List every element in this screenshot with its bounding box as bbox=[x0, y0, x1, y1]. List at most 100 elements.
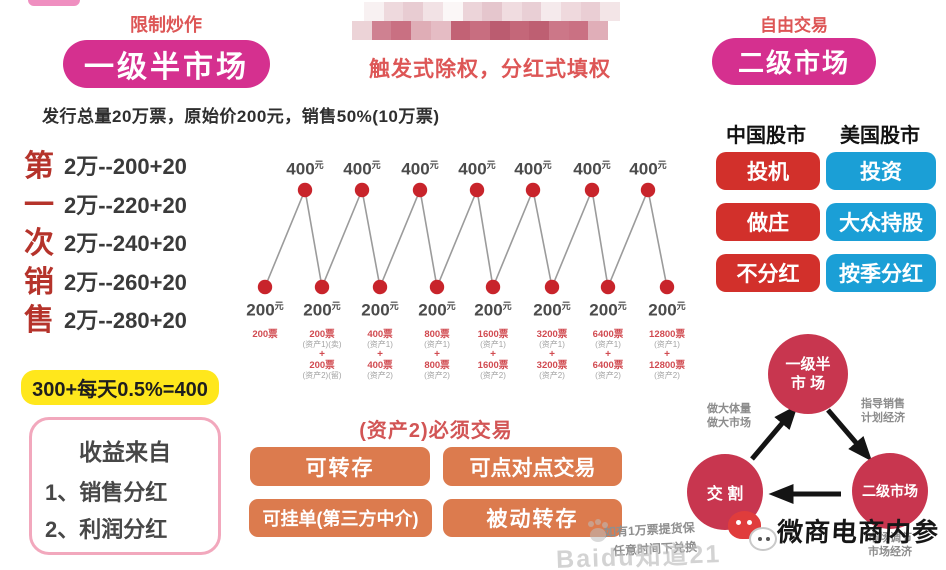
annotation-line: 800票 bbox=[424, 359, 450, 371]
mosaic-block bbox=[509, 21, 530, 40]
income-source-box: 收益来自 1、销售分红 2、利润分红 bbox=[29, 417, 221, 555]
trough-annotation: 200票 bbox=[236, 329, 294, 340]
trough-annotation: 6400票 (资产1) +6400票 (资产2) bbox=[579, 329, 637, 380]
annotation-line: (资产1) bbox=[367, 340, 393, 349]
price-dot bbox=[525, 182, 541, 198]
mosaic-block bbox=[430, 21, 451, 40]
mosaic-block bbox=[391, 21, 412, 40]
wechat-bubble-small bbox=[749, 527, 777, 551]
peak-price-label: 400元 bbox=[286, 159, 324, 179]
mosaic-block bbox=[580, 2, 601, 21]
public-holding-tag: 大众持股 bbox=[826, 203, 936, 241]
bottom-arrow-label: 市场调节 市场经济 bbox=[850, 531, 930, 559]
annotation-line: 200票 bbox=[309, 359, 335, 371]
trough-annotation: 12800票 (资产1) +12800票 (资产2) bbox=[638, 329, 696, 380]
annotation-line: + bbox=[377, 348, 383, 360]
mosaic-block bbox=[529, 21, 550, 40]
annotation-line: 1600票 bbox=[477, 359, 509, 371]
circle-text-line: 市 场 bbox=[790, 375, 826, 392]
trough-annotation: 3200票 (资产1) +3200票 (资产2) bbox=[523, 329, 581, 380]
annotation-line: 400票 bbox=[367, 359, 393, 371]
mosaic-block bbox=[482, 2, 503, 21]
annotation-line: (资产2) bbox=[595, 370, 621, 380]
investment-tag: 投资 bbox=[826, 152, 936, 190]
income-item: 1、销售分红 bbox=[45, 480, 168, 505]
yield-formula-highlight: 300+每天0.5%=400 bbox=[21, 370, 219, 405]
mosaic-block bbox=[442, 2, 463, 21]
annotation-line: 6400票 bbox=[592, 359, 624, 371]
vertical-title-char: 一 bbox=[24, 188, 54, 222]
mosaic-block bbox=[423, 2, 444, 21]
label-line: 做大体量 bbox=[707, 403, 751, 415]
mosaic-block bbox=[371, 21, 392, 40]
annotation-line: + bbox=[664, 348, 670, 360]
asset2-heading: (资产2)必须交易 bbox=[359, 420, 513, 442]
annotation-line: (资产2) bbox=[367, 370, 393, 380]
annotation-line: (资产1) bbox=[424, 340, 450, 349]
circle-text-line: 一级半 bbox=[785, 356, 831, 373]
annotation-line: (资产1)(卖) bbox=[302, 340, 342, 349]
mosaic-block bbox=[600, 2, 621, 21]
trough-price-label: 200元 bbox=[418, 300, 456, 320]
mosaic-block bbox=[411, 21, 432, 40]
price-dot bbox=[314, 279, 330, 295]
annotation-line: + bbox=[434, 348, 440, 360]
usa-market-header: 美国股市 bbox=[840, 125, 920, 147]
mosaic-block bbox=[383, 2, 404, 21]
trough-annotation: 800票 (资产1) +800票 (资产2) bbox=[408, 329, 466, 380]
annotation-line: 6400票 bbox=[592, 329, 624, 340]
price-dot bbox=[485, 279, 501, 295]
passive-transfer-button: 被动转存 bbox=[443, 499, 622, 537]
sale-row: 2万--220+20 bbox=[64, 192, 187, 218]
mosaic-block bbox=[462, 2, 483, 21]
mosaic-block bbox=[541, 2, 562, 21]
annotation-line: (资产2) bbox=[654, 370, 680, 380]
left-tag: 限制炒作 bbox=[130, 15, 202, 35]
price-dot bbox=[600, 279, 616, 295]
price-dot bbox=[640, 182, 656, 198]
price-dot bbox=[659, 279, 675, 295]
income-item: 2、利润分红 bbox=[45, 517, 168, 542]
circle-text-line: 二级市场 bbox=[862, 483, 918, 499]
trough-annotation: 200票 (资产1)(卖) +200票 (资产2)(留) bbox=[293, 329, 351, 380]
mosaic-block bbox=[450, 21, 471, 40]
price-dot bbox=[429, 279, 445, 295]
first-sale-list: 2万--200+20 2万--220+20 2万--240+20 2万--260… bbox=[64, 148, 187, 341]
censored-mosaic bbox=[352, 2, 632, 42]
left-arrow-label: 做大体量 做大市场 bbox=[694, 402, 764, 430]
issue-info-text: 发行总量20万票，原始价200元，销售50%(10万票) bbox=[42, 107, 440, 126]
trough-price-label: 200元 bbox=[589, 300, 627, 320]
price-dot bbox=[372, 279, 388, 295]
trough-price-label: 200元 bbox=[533, 300, 571, 320]
annotation-line: 1600票 bbox=[477, 329, 509, 340]
vertical-title-char: 第 bbox=[24, 150, 54, 183]
price-dot bbox=[354, 182, 370, 198]
annotation-line: (资产1) bbox=[654, 340, 680, 349]
secondary-market-circle: 二级市场 bbox=[852, 453, 928, 529]
label-line: 计划经济 bbox=[861, 412, 905, 424]
mosaic-block bbox=[403, 2, 424, 21]
sale-row: 2万--200+20 bbox=[64, 154, 187, 179]
mosaic-block bbox=[588, 21, 609, 40]
peak-price-label: 400元 bbox=[573, 159, 611, 179]
trough-price-label: 200元 bbox=[303, 300, 341, 320]
label-line: 做大市场 bbox=[707, 417, 751, 429]
annotation-line: 12800票 bbox=[649, 329, 685, 340]
mosaic-block bbox=[549, 21, 569, 40]
wechat-account-watermark: 微商电商内参 bbox=[776, 517, 940, 547]
sale-row: 2万--240+20 bbox=[64, 231, 187, 256]
wechat-icon bbox=[728, 508, 782, 558]
peak-price-label: 400元 bbox=[629, 159, 667, 179]
annotation-line: (资产1) bbox=[480, 340, 506, 349]
annotation-line: 12800票 bbox=[649, 359, 685, 371]
speculation-tag: 投机 bbox=[716, 152, 820, 190]
baidu-paw-icon bbox=[588, 519, 608, 542]
label-line: 市场经济 bbox=[868, 546, 912, 558]
trough-price-label: 200元 bbox=[361, 300, 399, 320]
price-dot bbox=[257, 279, 273, 295]
annotation-line: (资产1) bbox=[539, 340, 565, 349]
peak-price-label: 400元 bbox=[458, 159, 496, 179]
vertical-title-char: 售 bbox=[24, 304, 54, 337]
primary-half-market-pill: 一级半市场 bbox=[63, 40, 270, 88]
